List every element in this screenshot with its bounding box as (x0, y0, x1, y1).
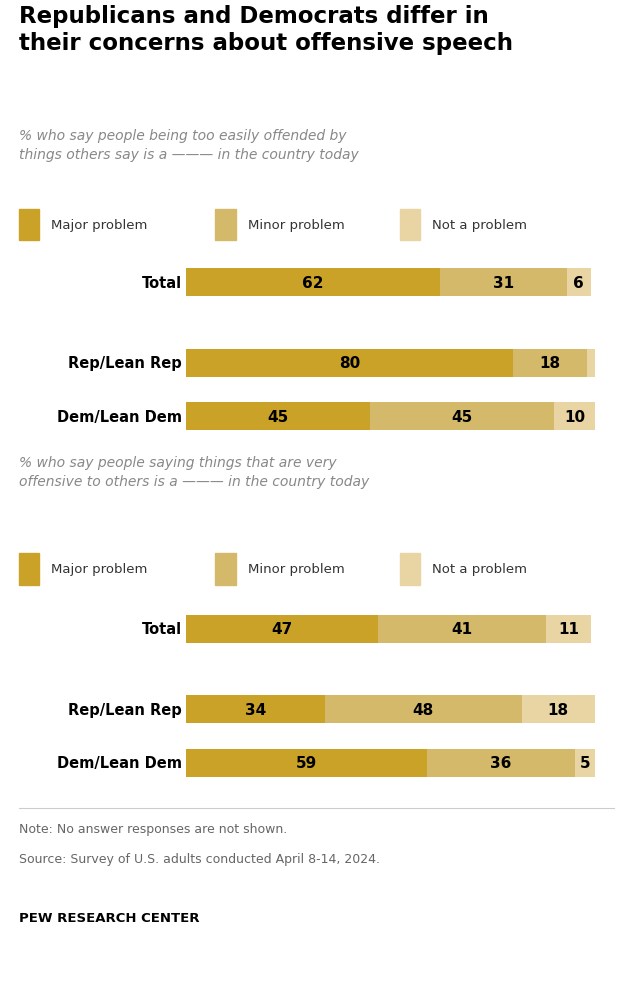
Text: Minor problem: Minor problem (248, 219, 345, 232)
Bar (325, 695, 521, 723)
Bar (186, 615, 378, 643)
Bar (521, 695, 595, 723)
Text: 31: 31 (492, 276, 514, 291)
Text: 36: 36 (490, 755, 511, 770)
Text: Not a problem: Not a problem (432, 219, 527, 232)
Text: 18: 18 (539, 356, 560, 371)
Bar (186, 269, 440, 297)
Text: 41: 41 (451, 622, 473, 637)
Bar (186, 349, 513, 377)
Bar (215, 210, 236, 241)
Text: Source: Survey of U.S. adults conducted April 8-14, 2024.: Source: Survey of U.S. adults conducted … (19, 853, 379, 866)
Text: 11: 11 (558, 622, 579, 637)
Text: 45: 45 (267, 409, 289, 424)
Text: Not a problem: Not a problem (432, 563, 527, 576)
Bar (19, 210, 40, 241)
Bar (186, 403, 370, 431)
Bar (19, 554, 40, 585)
Text: 48: 48 (413, 702, 434, 717)
Bar (186, 749, 427, 777)
Bar (378, 615, 546, 643)
Text: Dem/Lean Dem: Dem/Lean Dem (57, 409, 182, 424)
Text: % who say people saying things that are very
offensive to others is a ——— in the: % who say people saying things that are … (19, 455, 369, 488)
Bar (186, 695, 325, 723)
Text: Rep/Lean Rep: Rep/Lean Rep (68, 702, 182, 717)
Bar (427, 749, 575, 777)
Bar (215, 554, 236, 585)
Text: Minor problem: Minor problem (248, 563, 345, 576)
Text: Note: No answer responses are not shown.: Note: No answer responses are not shown. (19, 822, 287, 835)
Text: 47: 47 (272, 622, 293, 637)
Bar (587, 349, 595, 377)
Text: 6: 6 (574, 276, 584, 291)
Text: Rep/Lean Rep: Rep/Lean Rep (68, 356, 182, 371)
Text: 18: 18 (548, 702, 569, 717)
Text: 10: 10 (564, 409, 585, 424)
Bar (399, 554, 420, 585)
Text: % who say people being too easily offended by
things others say is a ——— in the : % who say people being too easily offend… (19, 128, 358, 161)
Text: 80: 80 (339, 356, 360, 371)
Bar (399, 210, 420, 241)
Text: Republicans and Democrats differ in
their concerns about offensive speech: Republicans and Democrats differ in thei… (19, 5, 513, 54)
Text: Total: Total (142, 622, 182, 637)
Text: 45: 45 (451, 409, 473, 424)
Bar (370, 403, 554, 431)
Text: 59: 59 (296, 755, 317, 770)
Bar (513, 349, 587, 377)
Bar (554, 403, 595, 431)
Bar (567, 269, 591, 297)
Bar (575, 749, 595, 777)
Text: Major problem: Major problem (51, 563, 148, 576)
Text: Major problem: Major problem (51, 219, 148, 232)
Text: PEW RESEARCH CENTER: PEW RESEARCH CENTER (19, 911, 199, 924)
Bar (440, 269, 567, 297)
Bar (546, 615, 591, 643)
Text: Dem/Lean Dem: Dem/Lean Dem (57, 755, 182, 770)
Text: 62: 62 (302, 276, 324, 291)
Text: Total: Total (142, 276, 182, 291)
Text: 5: 5 (580, 755, 590, 770)
Text: 34: 34 (245, 702, 266, 717)
